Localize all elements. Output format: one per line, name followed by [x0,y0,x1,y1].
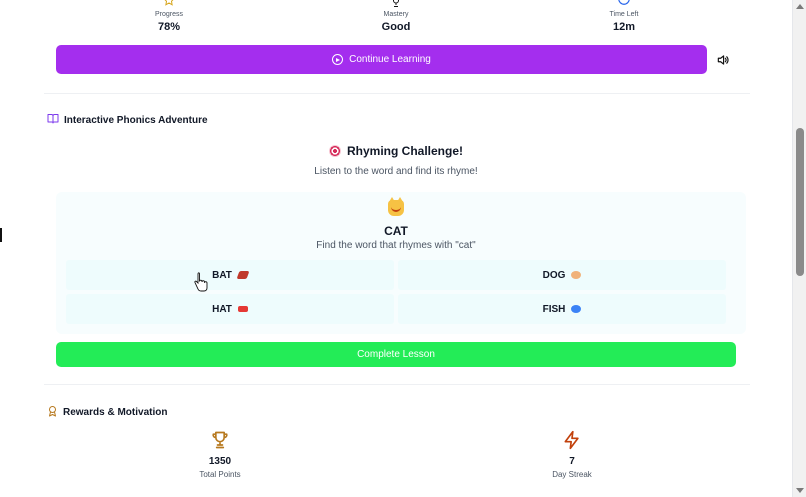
scroll-up-arrow-icon[interactable] [796,4,804,9]
reward-day-streak: 7 Day Streak [492,430,652,479]
option-dog[interactable]: DOG [398,260,726,290]
option-label: BAT [212,269,232,281]
hat-emoji-icon [237,306,248,312]
hand-cursor-icon [194,272,208,292]
fish-emoji-icon [571,305,582,313]
lightning-icon [492,430,652,450]
reward-label: Total Points [199,470,241,479]
phonics-section-label: Interactive Phonics Adventure [64,114,208,126]
continue-learning-button[interactable]: Continue Learning [56,45,707,74]
option-label: DOG [542,269,566,281]
reward-value: 1350 [208,456,232,467]
option-hat[interactable]: HAT [66,294,394,324]
trophy-icon [140,430,300,450]
complete-lesson-label: Complete Lesson [357,349,435,360]
stat-value: 12m [612,21,636,33]
divider [44,93,750,94]
book-icon [47,113,59,127]
edge-marker [0,228,2,242]
stat-time-left: Time Left 12m [564,0,684,33]
reward-total-points: 1350 Total Points [140,430,300,479]
option-label: HAT [212,303,232,315]
divider [44,384,750,385]
stat-value: Good [381,21,411,33]
stat-mastery: Mastery Good [336,0,456,33]
option-label: FISH [542,303,566,315]
stat-label: Time Left [609,11,639,18]
rewards-section-label: Rewards & Motivation [63,407,168,418]
stats-row: Progress 78% Mastery Good Time Left 12m [44,0,750,36]
stat-value: 78% [157,21,181,33]
stat-label: Progress [154,11,183,18]
scroll-thumb[interactable] [796,128,804,276]
trophy-icon [336,0,456,10]
stat-label: Mastery [383,11,409,18]
target-icon [328,145,341,157]
target-word: CAT [384,224,408,238]
play-icon [332,54,344,65]
star-icon [109,0,229,10]
option-fish[interactable]: FISH [398,294,726,324]
phonics-section-title: Interactive Phonics Adventure [47,113,208,127]
challenge-title-text: Rhyming Challenge! [346,144,463,158]
complete-lesson-button[interactable]: Complete Lesson [56,342,736,367]
word-hint: Find the word that rhymes with "cat" [316,240,476,251]
cat-face [391,207,401,212]
vertical-scrollbar[interactable] [792,0,806,497]
challenge-title: Rhyming Challenge! [0,144,792,158]
stat-progress: Progress 78% [109,0,229,33]
speaker-icon[interactable] [716,53,730,67]
option-bat[interactable]: BAT [66,260,394,290]
dog-emoji-icon [571,271,582,279]
reward-label: Day Streak [552,470,592,479]
clock-icon [564,0,684,10]
medal-icon [47,405,58,420]
continue-learning-label: Continue Learning [349,54,431,65]
bat-emoji-icon [236,271,250,279]
challenge-subtitle: Listen to the word and find its rhyme! [314,166,478,177]
rewards-section-title: Rewards & Motivation [47,405,167,420]
scroll-down-arrow-icon[interactable] [796,488,804,493]
reward-value: 7 [569,456,575,467]
cat-icon [388,197,404,216]
